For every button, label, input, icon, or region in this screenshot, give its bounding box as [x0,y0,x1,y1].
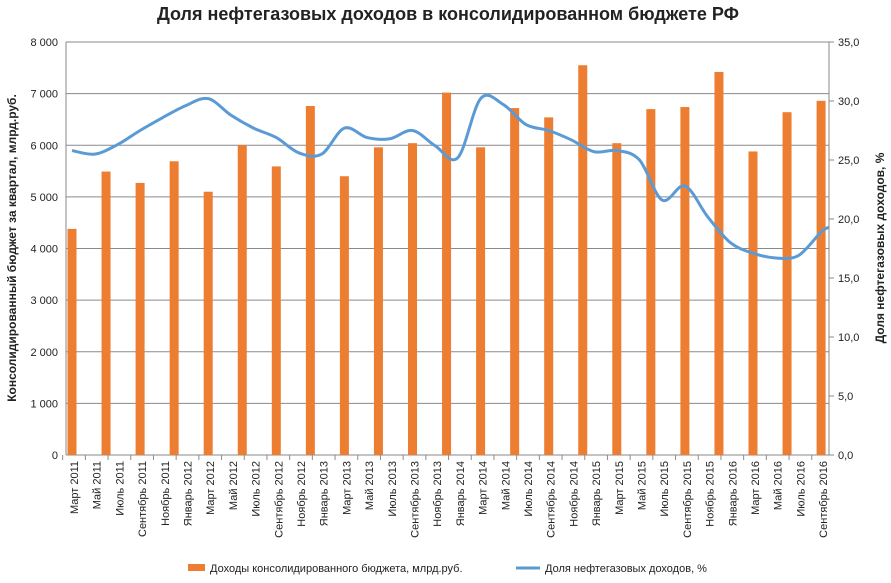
y2-axis-label: Доля нефтегазовых доходов, % [873,152,887,343]
x-tick-label: Январь 2016 [727,461,739,526]
bar [782,112,792,456]
bar [169,161,179,455]
chart-title: Доля нефтегазовых доходов в консолидиров… [157,4,739,24]
bar [203,191,213,455]
legend-swatch-bar [188,564,205,571]
x-tick-label: Ноябрь 2012 [296,461,308,527]
x-tick-label: Июль 2013 [387,461,399,517]
bar [271,166,281,455]
x-tick-label: Март 2013 [341,461,353,515]
x-tick-label: Май 2013 [364,461,376,510]
axes: 0 1 000 2 000 3 000 4 000 5 000 6 000 7 000 8 00… [30,37,859,462]
x-tick-label: Март 2012 [205,461,217,515]
y-tick-label: 5 000 [30,192,58,204]
line-series-oil-gas-share [71,93,830,261]
bar [442,92,452,455]
bar [612,143,622,455]
y-axis-label: Консолидированный бюджет за квартал, млр… [5,94,19,402]
bar [816,100,826,455]
legend-label-line: Доля нефтегазовых доходов, % [545,563,707,575]
y2-tick-label: 35,0 [838,37,859,49]
x-tick-label: Март 2016 [750,461,762,515]
bar [339,176,349,455]
x-tick-label: Январь 2015 [591,461,603,526]
x-tick-label: Сентябрь 2011 [137,461,149,537]
x-tick-label: Январь 2013 [319,461,331,526]
y2-tick-label: 10,0 [838,332,859,344]
bar [373,147,383,455]
bar [101,171,111,456]
x-tick-label: Март 2011 [69,461,81,514]
y-tick-label: 0 [52,450,58,462]
y2-tick-label: 15,0 [838,273,859,285]
x-tick-label: Март 2014 [478,461,490,515]
x-tick-label: Июль 2011 [114,461,126,516]
bar [646,109,656,456]
x-tick-label: Июль 2015 [659,461,671,517]
x-tick-label: Сентябрь 2016 [818,461,830,538]
x-tick-label: Январь 2014 [455,461,467,526]
bar [510,108,520,455]
x-tick-label: Май 2012 [228,461,240,510]
bar [408,143,417,455]
bar [135,182,145,455]
x-tick-label: Май 2016 [773,461,785,510]
bar [748,151,758,455]
y-tick-label: 2 000 [30,347,58,359]
x-tick-label: Сентябрь 2014 [546,461,558,538]
bar [578,65,588,455]
bar [544,117,554,455]
legend: Доходы консолидированного бюджета, млрд.… [188,563,707,575]
bar [237,145,247,455]
x-tick-label: Сентябрь 2013 [410,461,422,538]
y-tick-label: 4 000 [30,244,58,256]
legend-label-bar: Доходы консолидированного бюджета, млрд.… [210,563,463,575]
x-tick-label: Июль 2016 [795,461,807,517]
y-tick-label: 6 000 [30,140,58,152]
x-tick-label: Сентябрь 2012 [273,461,285,538]
bar-series [67,65,826,456]
y-tick-label: 7 000 [30,89,58,101]
bar [714,71,724,455]
x-tick-label: Июль 2012 [251,461,263,517]
y-tick-label: 8 000 [30,37,58,49]
x-tick-label: Ноябрь 2014 [568,461,580,527]
y2-tick-label: 25,0 [838,155,859,167]
x-tick-label: Январь 2012 [183,461,195,526]
x-tick-label: Май 2015 [637,461,649,510]
bar [476,147,486,455]
x-tick-label: Ноябрь 2011 [160,461,172,526]
y2-tick-label: 20,0 [838,214,859,226]
bar [67,228,77,455]
x-tick-label: Май 2014 [500,461,512,510]
bar [305,106,315,455]
y-tick-label: 3 000 [30,295,58,307]
x-tick-label: Сентябрь 2015 [682,461,694,538]
x-tick-labels: Март 2011 Май 2011 Июль 2011 Сентябрь 2011 Н… [69,461,830,538]
y2-tick-label: 5,0 [838,391,853,403]
y2-tick-label: 30,0 [838,96,859,108]
x-tick-label: Ноябрь 2015 [705,461,717,527]
x-tick-label: Ноябрь 2013 [432,461,444,527]
y2-tick-label: 0,0 [838,450,853,462]
x-tick-label: Март 2015 [614,461,626,515]
x-tick-label: Май 2011 [92,461,104,509]
bar [680,107,690,456]
x-tick-label: Июль 2014 [523,461,535,517]
y-tick-label: 1 000 [30,398,58,410]
